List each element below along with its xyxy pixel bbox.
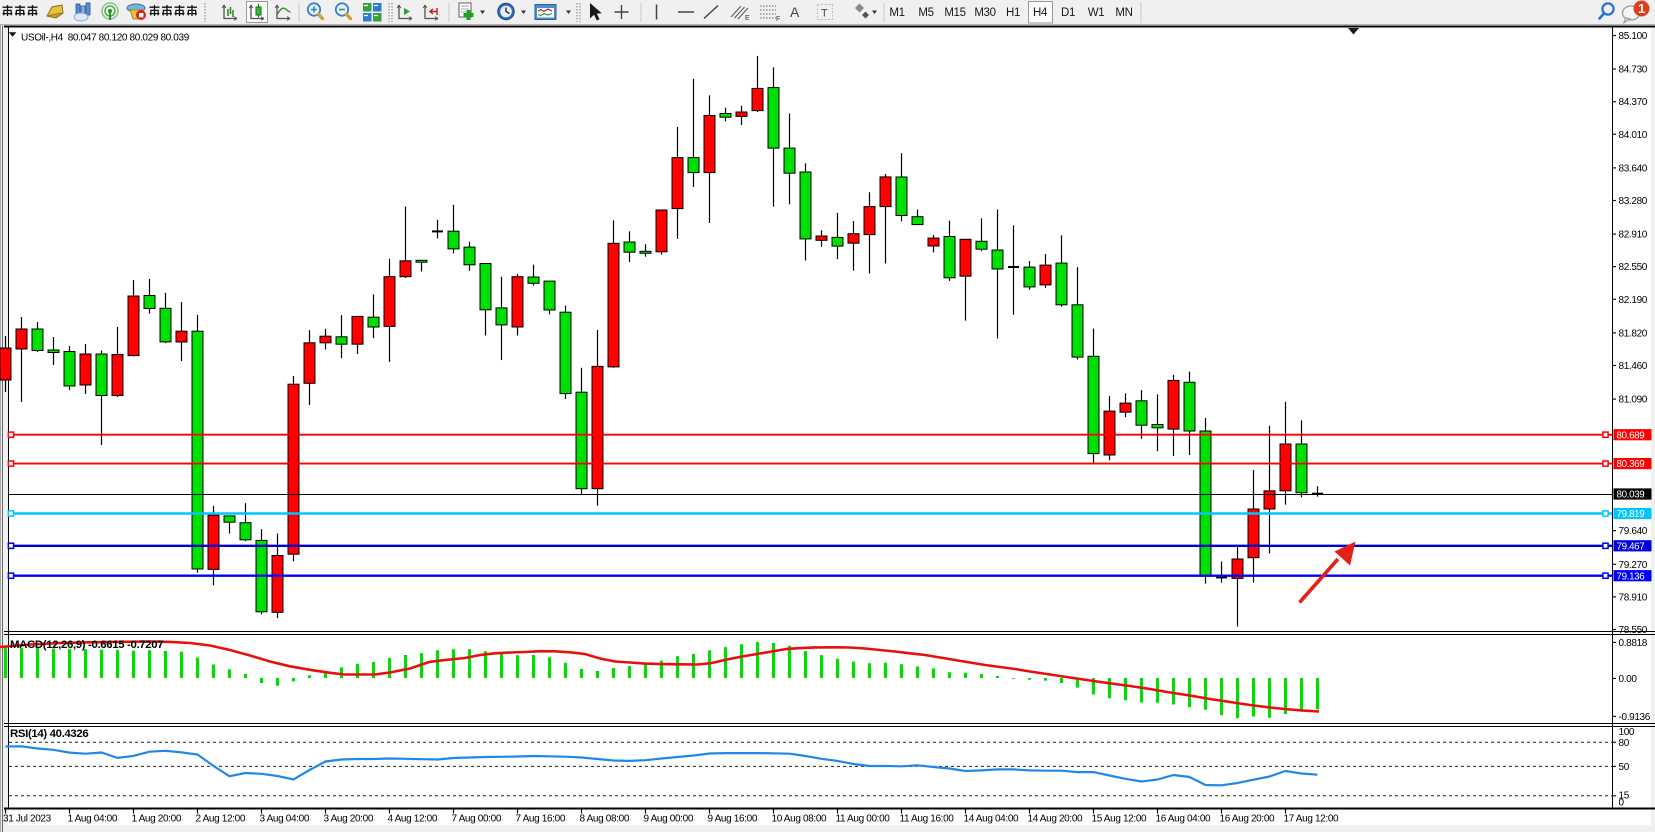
svg-text:8 Aug 08:00: 8 Aug 08:00 (580, 814, 630, 825)
svg-text:4 Aug 12:00: 4 Aug 12:00 (388, 814, 438, 825)
svg-text:84.010: 84.010 (1619, 130, 1648, 141)
svg-text:14 Aug 20:00: 14 Aug 20:00 (1028, 814, 1084, 825)
svg-text:H1: H1 (1006, 7, 1020, 19)
svg-text:7 Aug 16:00: 7 Aug 16:00 (516, 814, 566, 825)
svg-text:83.280: 83.280 (1619, 196, 1648, 207)
svg-text:1 Aug 20:00: 1 Aug 20:00 (132, 814, 182, 825)
svg-text:RSI(14) 40.4326: RSI(14) 40.4326 (10, 728, 88, 740)
svg-text:79.467: 79.467 (1617, 541, 1645, 552)
svg-text:80.039: 80.039 (1617, 490, 1645, 501)
svg-text:USOil-,H4 80.047 80.120 80.02: USOil-,H4 80.047 80.120 80.029 80.039 (21, 33, 190, 44)
svg-text:85.100: 85.100 (1619, 31, 1648, 42)
svg-text:78.550: 78.550 (1619, 625, 1648, 636)
svg-text:79.640: 79.640 (1619, 526, 1648, 537)
svg-text:14 Aug 04:00: 14 Aug 04:00 (964, 814, 1020, 825)
svg-text:T: T (821, 8, 828, 20)
svg-text:79.270: 79.270 (1619, 560, 1648, 571)
svg-text:11 Aug 16:00: 11 Aug 16:00 (900, 814, 955, 825)
svg-text:78.910: 78.910 (1619, 592, 1648, 603)
svg-text:M5: M5 (918, 7, 933, 19)
svg-text:81.090: 81.090 (1619, 395, 1648, 406)
svg-text:100: 100 (1619, 727, 1635, 738)
svg-text:84.730: 84.730 (1619, 65, 1648, 76)
svg-text:0.8818: 0.8818 (1619, 638, 1648, 649)
svg-text:10 Aug 08:00: 10 Aug 08:00 (772, 814, 828, 825)
svg-text:MACD(12,26,9) -0.6615 -0.7207: MACD(12,26,9) -0.6615 -0.7207 (10, 639, 163, 651)
svg-text:82.910: 82.910 (1619, 230, 1648, 241)
svg-text:15: 15 (1619, 790, 1630, 801)
svg-text:50: 50 (1619, 762, 1630, 773)
svg-text:80.369: 80.369 (1617, 459, 1645, 470)
svg-text:D1: D1 (1061, 7, 1075, 19)
svg-text:15 Aug 12:00: 15 Aug 12:00 (1092, 814, 1148, 825)
svg-text:81.820: 81.820 (1619, 328, 1648, 339)
svg-text:79.819: 79.819 (1617, 509, 1645, 520)
svg-text:82.190: 82.190 (1619, 295, 1648, 306)
svg-text:16 Aug 04:00: 16 Aug 04:00 (1156, 814, 1212, 825)
svg-text:80: 80 (1619, 738, 1630, 749)
svg-text:H4: H4 (1033, 7, 1048, 19)
svg-text:9 Aug 00:00: 9 Aug 00:00 (644, 814, 694, 825)
svg-text:F: F (776, 16, 780, 23)
svg-text:81.460: 81.460 (1619, 361, 1648, 372)
svg-text:83.640: 83.640 (1619, 163, 1648, 174)
svg-text:MN: MN (1115, 7, 1132, 19)
svg-text:82.550: 82.550 (1619, 262, 1648, 273)
svg-text:-0.9136: -0.9136 (1619, 712, 1651, 723)
svg-text:3 Aug 04:00: 3 Aug 04:00 (260, 814, 310, 825)
svg-text:M30: M30 (974, 7, 995, 19)
svg-text:1 Aug 04:00: 1 Aug 04:00 (68, 814, 118, 825)
svg-text:E: E (745, 15, 750, 22)
svg-text:0.00: 0.00 (1619, 674, 1638, 685)
svg-text:0: 0 (1619, 797, 1625, 808)
svg-text:84.370: 84.370 (1619, 97, 1648, 108)
svg-text:2 Aug 12:00: 2 Aug 12:00 (196, 814, 246, 825)
svg-text:7 Aug 00:00: 7 Aug 00:00 (452, 814, 502, 825)
svg-text:W1: W1 (1088, 7, 1105, 19)
svg-text:9 Aug 16:00: 9 Aug 16:00 (708, 814, 758, 825)
svg-text:1: 1 (1638, 1, 1645, 16)
svg-text:11 Aug 00:00: 11 Aug 00:00 (836, 814, 891, 825)
svg-text:80.689: 80.689 (1617, 430, 1645, 441)
svg-text:31 Jul 2023: 31 Jul 2023 (3, 814, 52, 825)
svg-text:79.136: 79.136 (1617, 571, 1646, 582)
svg-text:3 Aug 20:00: 3 Aug 20:00 (324, 814, 374, 825)
svg-text:17 Aug 12:00: 17 Aug 12:00 (1284, 814, 1340, 825)
svg-text:A: A (790, 4, 800, 20)
svg-text:16 Aug 20:00: 16 Aug 20:00 (1220, 814, 1276, 825)
svg-text:M1: M1 (889, 7, 904, 19)
svg-text:M15: M15 (944, 7, 965, 19)
